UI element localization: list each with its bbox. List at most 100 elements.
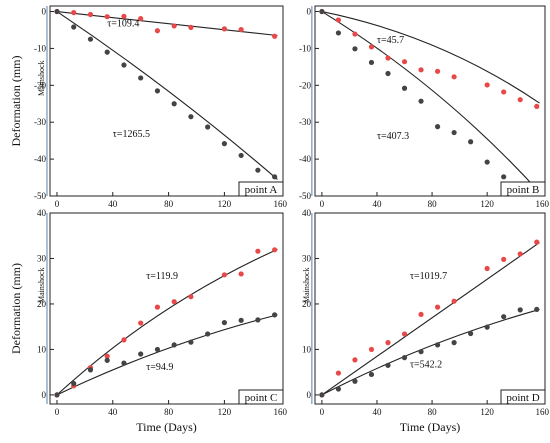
panel-label-box — [238, 389, 284, 405]
data-point — [54, 392, 60, 398]
data-point — [451, 298, 457, 304]
fit-curve — [56, 314, 278, 396]
data-point — [121, 13, 127, 19]
x-tick-label: 80 — [428, 199, 438, 209]
data-point — [221, 141, 228, 147]
mainshock-label: Mainshock — [37, 60, 46, 96]
data-point — [71, 10, 77, 16]
panel-label-box — [500, 389, 546, 405]
x-tick-label: 120 — [218, 407, 232, 417]
data-point — [238, 271, 244, 277]
plot-frame — [49, 212, 284, 405]
data-point — [221, 319, 228, 326]
data-point — [434, 304, 441, 310]
mainshock-label: Mainshock — [302, 267, 311, 303]
data-point — [138, 15, 144, 22]
fit-curve — [56, 11, 278, 180]
y-tick-label: 10 — [37, 344, 47, 354]
y-tick-label: -30 — [34, 117, 46, 127]
data-point — [154, 28, 161, 34]
plot-frame — [314, 5, 546, 197]
panel-b: 0 40 80 120 160 0 -10 -20 -30 -40 -50 τ=45.7 τ=407.3… — [299, 5, 549, 209]
plot-frame — [314, 212, 546, 405]
data-point — [255, 317, 261, 323]
data-point — [484, 265, 490, 272]
mainshock-label: Mainshock — [37, 267, 46, 303]
data-point — [121, 62, 127, 68]
data-point — [87, 36, 94, 42]
x-tick-label: 40 — [108, 407, 118, 417]
data-point — [335, 386, 342, 392]
data-point — [368, 371, 375, 378]
x-tick-label: 0 — [55, 407, 60, 417]
data-point — [401, 85, 408, 91]
y-tick-label: 30 — [37, 253, 47, 263]
x-tick-label: 160 — [535, 199, 549, 209]
x-axis-label: Time (Days) — [400, 420, 461, 434]
data-point — [517, 307, 523, 313]
data-point — [238, 27, 244, 33]
y-axis-label: Deformation (mm) — [9, 56, 23, 147]
tau-label: τ=109.4 — [107, 18, 139, 29]
data-point — [188, 114, 194, 120]
panel-c: Mainshock 0 40 80 120 160 0 10 20 30 40 Deformation… — [9, 208, 287, 434]
data-point — [154, 304, 161, 310]
data-point — [335, 17, 342, 23]
data-point — [171, 342, 177, 348]
fit-curve — [56, 248, 278, 396]
x-tick-label: 160 — [273, 199, 287, 209]
data-point — [501, 174, 507, 180]
y-tick-label: 20 — [302, 299, 312, 309]
x-tick-label: 120 — [480, 199, 494, 209]
y-tick-label: -10 — [34, 43, 46, 53]
data-point — [434, 124, 441, 130]
data-point — [434, 342, 441, 348]
tau-label: τ=542.2 — [410, 360, 442, 371]
y-axis-label: Deformation (mm) — [9, 263, 23, 354]
data-point — [368, 59, 375, 66]
data-point — [154, 346, 161, 353]
x-tick-label: 160 — [535, 407, 549, 417]
x-tick-label: 0 — [320, 199, 325, 209]
tau-label: τ=1265.5 — [113, 129, 150, 140]
panel-label: point C — [245, 392, 278, 404]
data-point — [385, 70, 391, 77]
data-point — [418, 67, 424, 73]
data-point — [451, 340, 457, 346]
y-tick-label: -50 — [299, 191, 311, 201]
x-tick-label: 80 — [164, 407, 174, 417]
data-point — [138, 351, 144, 357]
y-tick-label: 10 — [302, 344, 312, 354]
data-point — [401, 59, 408, 65]
data-point — [104, 353, 110, 359]
panel-label: point A — [245, 184, 278, 196]
data-point — [385, 340, 391, 346]
data-point — [54, 8, 60, 15]
x-tick-label: 120 — [218, 199, 232, 209]
y-tick-label: 0 — [42, 7, 47, 17]
tau-label: τ=119.9 — [146, 271, 178, 282]
x-tick-label: 40 — [372, 199, 382, 209]
data-point — [451, 74, 457, 80]
data-point — [272, 312, 278, 318]
fit-curve — [321, 10, 540, 104]
x-tick-label: 120 — [480, 407, 494, 417]
fit-curve — [321, 242, 540, 396]
tau-label: τ=94.9 — [146, 362, 173, 373]
data-point — [335, 370, 342, 376]
data-point — [205, 124, 211, 130]
data-point — [188, 294, 194, 300]
data-point — [484, 324, 490, 330]
data-point — [71, 380, 77, 387]
data-point — [272, 174, 278, 180]
data-point — [87, 11, 94, 18]
plot-frame — [49, 5, 284, 197]
data-point — [468, 139, 474, 145]
data-point — [501, 314, 507, 320]
x-tick-label: 40 — [372, 407, 382, 417]
tau-label: τ=407.3 — [377, 131, 409, 142]
data-point — [484, 82, 490, 88]
data-point — [468, 330, 474, 337]
data-point — [501, 256, 507, 262]
data-point — [534, 239, 540, 245]
